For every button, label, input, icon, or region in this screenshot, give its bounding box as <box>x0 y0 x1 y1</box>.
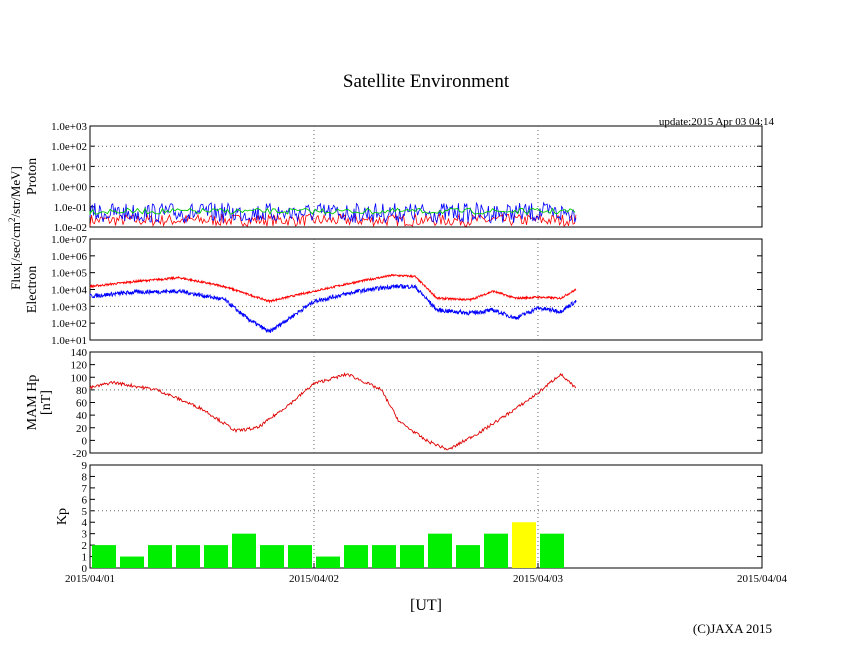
y-tick-label: 80 <box>76 385 88 397</box>
series-line-electron-blue <box>89 283 577 334</box>
y-tick-label: 1 <box>82 552 88 564</box>
y-tick-label: 1.0e-01 <box>54 202 87 214</box>
y-tick-label: 1.0e+05 <box>51 268 87 280</box>
y-tick-label: 9 <box>82 460 88 472</box>
y-tick-label: 3 <box>82 529 88 541</box>
x-tick-label: 2015/04/01 <box>65 573 115 585</box>
y-axis-label: Kp <box>55 508 70 525</box>
panel-frame-4 <box>89 464 763 569</box>
y-axis-label: MAM Hp <box>25 375 40 431</box>
y-tick-label: 7 <box>82 483 88 495</box>
x-tick-label: 2015/04/02 <box>289 573 339 585</box>
kp-bar <box>344 545 368 568</box>
y-tick-label: 1.0e+01 <box>51 335 87 347</box>
y-tick-label: 0 <box>82 563 88 575</box>
kp-bar <box>260 545 284 568</box>
series-line-proton-blue <box>89 201 577 224</box>
y-tick-label: -20 <box>72 448 87 460</box>
kp-bar <box>176 545 200 568</box>
y-tick-label: 1.0e+04 <box>51 285 87 297</box>
kp-bar <box>484 533 508 568</box>
y-tick-label: 1.0e-02 <box>54 222 87 234</box>
y-tick-label: 1.0e+03 <box>51 121 87 133</box>
y-tick-label: 8 <box>82 471 88 483</box>
kp-bar <box>92 545 116 568</box>
y-tick-label: 140 <box>71 347 88 359</box>
y-axis-label: Electron <box>25 266 40 313</box>
panel-frame-3 <box>89 351 763 454</box>
x-tick-label: 2015/04/04 <box>737 573 788 585</box>
y-tick-label: 6 <box>82 494 88 506</box>
kp-bar <box>204 545 228 568</box>
y-tick-label: 1.0e+07 <box>51 234 87 246</box>
x-axis-label: [UT] <box>410 597 442 614</box>
y-tick-label: 1.0e+02 <box>51 141 87 153</box>
y-tick-label: 120 <box>71 360 88 372</box>
kp-bar <box>148 545 172 568</box>
kp-bar <box>540 533 564 568</box>
flux-unit-label: Flux[/sec/cm2/str/MeV] <box>7 166 23 290</box>
y-tick-label: 1.0e+01 <box>51 161 87 173</box>
y-axis-label: Proton <box>25 158 40 195</box>
panel-frame-1 <box>89 125 763 228</box>
y-tick-label: 40 <box>76 410 88 422</box>
y-tick-label: 1.0e+03 <box>51 301 87 313</box>
y-tick-label: 5 <box>82 506 88 518</box>
panel-frame-2 <box>89 238 763 341</box>
kp-bar <box>456 545 480 568</box>
kp-bar <box>428 533 452 568</box>
kp-bar <box>400 545 424 568</box>
series-line-proton-green <box>89 207 576 216</box>
x-tick-label: 2015/04/03 <box>513 573 564 585</box>
kp-bar <box>232 533 256 568</box>
kp-bar <box>512 522 536 568</box>
y-tick-label: 60 <box>76 398 88 410</box>
kp-bar <box>372 545 396 568</box>
y-tick-label: 1.0e+00 <box>51 182 87 194</box>
y-tick-label: 1.0e+02 <box>51 318 87 330</box>
y-tick-label: 0 <box>82 435 88 447</box>
y-tick-label: 100 <box>71 372 88 384</box>
y-tick-label: 4 <box>82 517 88 529</box>
update-timestamp: update:2015 Apr 03 04:14 <box>659 116 775 128</box>
y-tick-label: 20 <box>76 423 88 435</box>
copyright: (C)JAXA 2015 <box>693 621 772 636</box>
kp-bar <box>120 556 144 568</box>
kp-bar <box>316 556 340 568</box>
series-line-mam-hp <box>89 372 577 451</box>
kp-bar <box>288 545 312 568</box>
y-tick-label: 2 <box>82 540 88 552</box>
series-line-electron-red <box>89 273 577 304</box>
series-line-proton-red <box>89 213 577 228</box>
y-tick-label: 1.0e+06 <box>51 251 87 263</box>
plot-panels: 1.0e-02 1.0e-01 1.0e+00 1.0e+01 1.0e+02 1.0e+… <box>25 121 788 585</box>
chart-title: Satellite Environment <box>343 71 510 92</box>
y-axis-label: [nT] <box>39 390 54 415</box>
